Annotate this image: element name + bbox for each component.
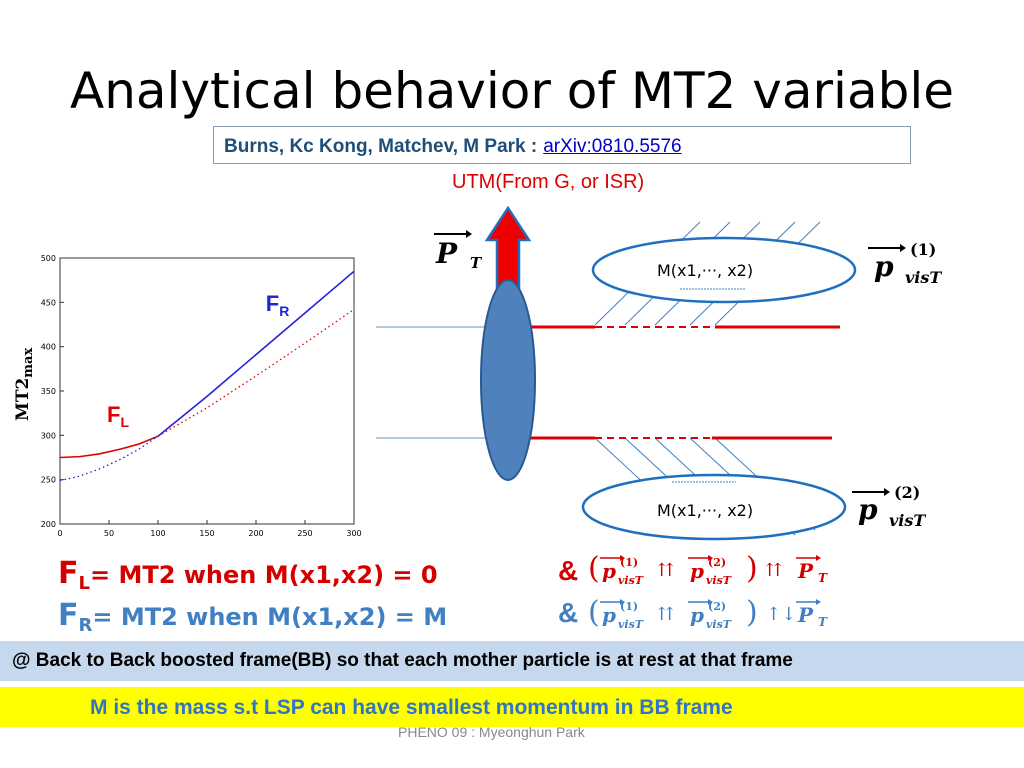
- x-tick-label: 250: [297, 529, 312, 538]
- x-tick-label: 200: [248, 529, 263, 538]
- p-vis-1: p: [602, 603, 616, 627]
- vector-arrow-head: [708, 599, 713, 605]
- p-letter-2: p: [858, 493, 878, 526]
- y-tick-label: 350: [41, 387, 56, 396]
- p-vis-sub-1: visT: [618, 618, 644, 631]
- p-sub-1: visT: [905, 268, 942, 287]
- bb-frame-text: @ Back to Back boosted frame(BB) so that…: [12, 650, 793, 671]
- fl-letter: F: [58, 556, 79, 591]
- fl-text: = MT2 when M(x1,x2) = 0: [89, 561, 438, 589]
- plot-frame: [59, 257, 355, 525]
- mt2max-chart: 0 50 100 150 200 250 300200250300350400450500 …: [13, 254, 362, 538]
- mass-definition-text: M is the mass s.t LSP can have smallest …: [90, 696, 733, 719]
- y-tick-label: 450: [41, 298, 56, 307]
- x-tick-label: 100: [150, 529, 165, 538]
- mass-definition-band: M is the mass s.t LSP can have smallest …: [0, 687, 1024, 727]
- p-vis-2: p: [690, 603, 704, 627]
- p-vis-sup-2: (2): [708, 600, 726, 613]
- page-title: Analytical behavior of MT2 variable: [70, 62, 954, 120]
- pt-vec: P: [797, 559, 814, 583]
- mass-label-bottom: M(x1,···, x2): [657, 501, 753, 520]
- pt-vec-sub: T: [818, 571, 828, 585]
- fr-letter: F: [58, 598, 79, 633]
- paren-close: ): [746, 595, 758, 630]
- amp-1: &: [558, 555, 579, 586]
- fr-formula: FR= MT2 when M(x1,x2) = M: [58, 598, 447, 636]
- momentum-relations: (p (1)visT ⇈ p (2)visT) ⇈ P T (p (1)visT ⇈ p (2)vis…: [588, 551, 828, 631]
- reference-authors: Burns, Kc Kong, Matchev, M Park : arXiv:0…: [224, 136, 682, 158]
- rel-operator: ↑↓: [766, 604, 796, 625]
- annotation-fr: FR: [266, 291, 290, 319]
- fr-text: = MT2 when M(x1,x2) = M: [92, 603, 448, 631]
- y-tick-label: 500: [41, 254, 56, 263]
- fl-formula: FL= MT2 when M(x1,x2) = 0: [58, 556, 438, 594]
- rel-parallel: ⇈: [657, 604, 674, 625]
- mass-label-top: M(x1,···, x2): [657, 261, 753, 280]
- authors-text: Burns, Kc Kong, Matchev, M Park :: [224, 136, 538, 157]
- paren-close: ): [746, 551, 758, 586]
- fr-sub: R: [78, 614, 93, 636]
- p-vis-sup-2: (2): [708, 556, 726, 569]
- annotation-fl: FL: [107, 402, 129, 430]
- p-vis-sup-1: (1): [620, 556, 638, 569]
- p-vis-2: p: [690, 559, 704, 583]
- mother-particle-blob: [480, 279, 536, 481]
- mass-ellipse-bottom: [581, 473, 847, 541]
- x-tick-label: 50: [104, 529, 114, 538]
- reference-box: Burns, Kc Kong, Matchev, M Park : arXiv:0…: [213, 126, 911, 164]
- amp-2: &: [558, 597, 579, 628]
- pt-letter: P: [435, 237, 458, 270]
- y-tick-label: 300: [41, 431, 56, 440]
- x-tick-label: 150: [199, 529, 214, 538]
- decay-diagram: M(x1,···, x2) M(x1,···, x2) P T p (1) vi…: [376, 205, 942, 541]
- vector-arrow-head: [816, 599, 821, 605]
- vector-arrow-head: [816, 555, 821, 561]
- bb-frame-band: @ Back to Back boosted frame(BB) so that…: [0, 641, 1024, 681]
- footer: PHENO 09 : Myeonghun Park: [398, 724, 585, 740]
- p-sup-1: (1): [910, 240, 936, 259]
- p-letter-1: p: [874, 250, 894, 283]
- utm-arrow: [484, 205, 532, 292]
- y-tick-label: 250: [41, 476, 56, 485]
- x-tick-label: 300: [346, 529, 361, 538]
- x-tick-label: 0: [57, 529, 62, 538]
- rel-operator: ⇈: [765, 560, 782, 581]
- p-vis-sub-2: visT: [706, 618, 732, 631]
- p-vis-1: p: [602, 559, 616, 583]
- p-sub-2: visT: [889, 511, 926, 530]
- y-tick-label: 400: [41, 343, 56, 352]
- series-fl-solid: [59, 435, 159, 459]
- pt-label: P T: [434, 230, 483, 272]
- p-vis-1-label: p (1) visT: [868, 240, 942, 287]
- vector-arrow-head: [620, 599, 625, 605]
- mass-ellipse-top: [591, 236, 857, 304]
- y-axis-label: MT2max: [13, 348, 36, 421]
- vector-arrow-head: [708, 555, 713, 561]
- p-vis-sup-1: (1): [620, 600, 638, 613]
- relation-antiparallel: (p (1)visT ⇈ p (2)visT) ↑↓ P T: [588, 595, 828, 631]
- fl-sub: L: [78, 572, 90, 594]
- arxiv-link[interactable]: arXiv:0810.5576: [543, 136, 682, 157]
- series-fl-dotted: [157, 308, 355, 437]
- p-sup-2: (2): [894, 483, 920, 502]
- y-tick-label: 200: [41, 520, 56, 529]
- relation-parallel: (p (1)visT ⇈ p (2)visT) ⇈ P T: [588, 551, 828, 587]
- paren-open: (: [588, 551, 600, 586]
- pt-vec-sub: T: [818, 615, 828, 629]
- p-vis-2-label: p (2) visT: [852, 483, 926, 530]
- vector-arrow-head: [620, 555, 625, 561]
- pt-sub: T: [470, 254, 483, 272]
- rel-parallel: ⇈: [657, 560, 674, 581]
- p-vis-sub-1: visT: [618, 574, 644, 587]
- p-vis-sub-2: visT: [706, 574, 732, 587]
- utm-label: UTM(From G, or ISR): [452, 171, 645, 193]
- series-fr-solid: [157, 270, 355, 437]
- pt-vec: P: [797, 603, 814, 627]
- paren-open: (: [588, 595, 600, 630]
